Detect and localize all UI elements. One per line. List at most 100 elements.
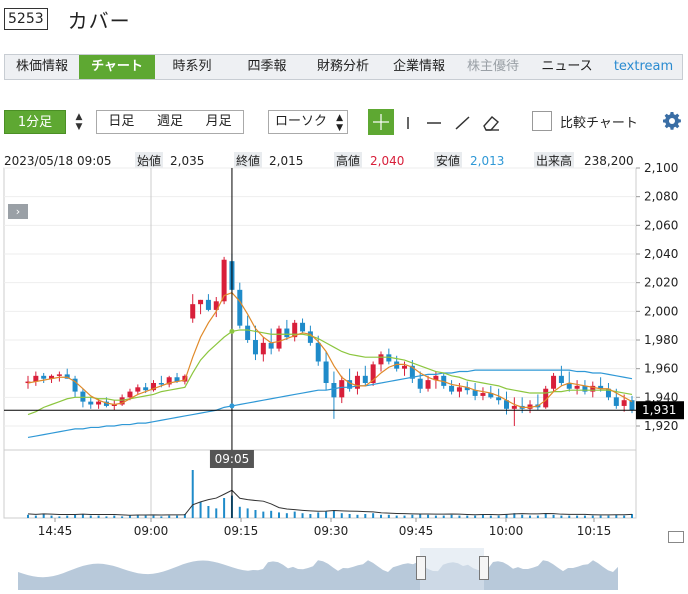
candle-body xyxy=(174,377,180,382)
interval-select-button[interactable]: 1分足 xyxy=(4,110,66,134)
candle-body xyxy=(276,328,282,349)
candle-body xyxy=(378,354,384,365)
volume-value: 238,200 xyxy=(584,154,634,168)
candle-body xyxy=(558,375,564,383)
tab-time-series[interactable]: 時系列 xyxy=(172,59,212,74)
y-tick-label: 2,080 xyxy=(644,190,678,204)
tab-chart[interactable]: チャート xyxy=(79,55,155,79)
candle-body xyxy=(456,387,462,392)
candle-body xyxy=(151,383,157,391)
nav-tabs: 株価情報 チャート 時系列 四季報 財務分析 企業情報 株主優待 ニュース te… xyxy=(4,54,683,80)
candle-body xyxy=(543,388,549,408)
resize-icon[interactable] xyxy=(668,531,684,543)
trend-line-icon[interactable] xyxy=(452,110,472,134)
tab-shareholder-benefits[interactable]: 株主優待 xyxy=(466,59,519,74)
candle-body xyxy=(205,299,211,310)
open-value: 2,035 xyxy=(170,154,205,168)
candle-body xyxy=(56,374,62,376)
y-tick-label: 1,980 xyxy=(644,333,678,347)
tab-stock-info[interactable]: 株価情報 xyxy=(15,59,68,74)
company-name: カバー xyxy=(67,8,131,33)
candle-body xyxy=(25,381,31,384)
y-tick-label: 1,920 xyxy=(644,419,678,433)
chevron-right-icon[interactable]: › xyxy=(8,204,28,219)
period-weekly-button[interactable]: 週足 xyxy=(157,114,184,129)
candle-body xyxy=(488,393,494,398)
candle-body xyxy=(41,375,47,379)
x-tick-label: 09:45 xyxy=(399,524,434,538)
candle-body xyxy=(88,401,94,405)
compare-chart-checkbox[interactable] xyxy=(532,111,552,131)
candle-body xyxy=(111,404,117,406)
time-axis: 14:45 09:00 09:15 09:30 09:45 10:00 10:15 xyxy=(38,518,611,538)
x-tick-label: 09:00 xyxy=(134,524,169,538)
candle-body xyxy=(221,259,227,302)
candle-body xyxy=(354,375,360,389)
candle-body xyxy=(386,354,392,362)
y-tick-label: 1,960 xyxy=(644,362,678,376)
y-tick-label: 2,100 xyxy=(644,161,678,175)
candle-body xyxy=(464,387,470,391)
tab-company-info[interactable]: 企業情報 xyxy=(392,59,445,74)
candle-body xyxy=(441,375,447,386)
candle-body xyxy=(472,390,478,396)
period-group: 日足 週足 月足 xyxy=(96,110,244,134)
candle-body xyxy=(33,375,39,382)
tab-shikiho[interactable]: 四季報 xyxy=(247,59,287,74)
candle-body xyxy=(629,400,635,411)
candle-body xyxy=(252,340,258,355)
candle-body xyxy=(237,289,243,326)
candle-body xyxy=(551,375,557,389)
ticker-header: 5253 カバー xyxy=(4,6,131,33)
low-label: 安値 xyxy=(434,152,463,170)
candle-body xyxy=(307,331,313,343)
crosshair-icon[interactable] xyxy=(368,109,394,135)
minimap-left-handle[interactable] xyxy=(416,556,426,580)
tab-financial-analysis[interactable]: 財務分析 xyxy=(316,59,369,74)
candle-body xyxy=(292,322,298,338)
tab-news[interactable]: ニュース xyxy=(541,59,593,74)
x-tick-label: 09:15 xyxy=(224,524,259,538)
candle-body xyxy=(613,397,619,406)
gear-icon[interactable] xyxy=(662,110,682,132)
tab-textream[interactable]: textream xyxy=(613,59,674,74)
candle-body xyxy=(605,388,611,398)
candle-body xyxy=(315,342,321,362)
chart-type-select[interactable]: ローソク ▲ ▼ xyxy=(268,110,348,134)
candle-body xyxy=(268,342,274,349)
candle-body xyxy=(198,299,204,305)
period-daily-button[interactable]: 日足 xyxy=(108,114,135,129)
candle-body xyxy=(300,322,306,332)
minimap-right-handle[interactable] xyxy=(479,556,489,580)
updown-arrows-icon[interactable]: ▲ ▼ xyxy=(75,112,83,132)
ma-long-line xyxy=(27,369,633,439)
candle-body xyxy=(103,401,109,406)
candle-body xyxy=(409,365,415,379)
candle-body xyxy=(64,374,70,379)
period-monthly-button[interactable]: 月足 xyxy=(205,114,232,129)
candle-body xyxy=(590,385,596,392)
info-datetime: 2023/05/18 09:05 xyxy=(4,154,112,168)
candle-body xyxy=(49,375,55,379)
crosshair-time-label: 09:05 xyxy=(215,452,250,466)
candle-body xyxy=(511,405,517,409)
candle-body xyxy=(402,365,408,369)
candle-body xyxy=(143,387,149,391)
candle-body xyxy=(527,404,533,409)
eraser-icon[interactable] xyxy=(480,110,500,134)
horizontal-line-icon[interactable] xyxy=(424,110,444,134)
vertical-line-icon[interactable] xyxy=(398,110,418,134)
candle-body xyxy=(433,375,439,381)
candle-body xyxy=(362,375,368,383)
candle-body xyxy=(598,385,604,389)
candle-body xyxy=(621,400,627,406)
candle-body xyxy=(190,304,196,319)
candle-body xyxy=(574,385,580,389)
ma-short-line xyxy=(27,291,633,408)
volume-average-line xyxy=(27,489,633,516)
crosshair-time-box xyxy=(209,450,254,468)
candle-body xyxy=(213,301,219,310)
moving-averages xyxy=(27,291,633,439)
candle-body xyxy=(425,380,431,389)
